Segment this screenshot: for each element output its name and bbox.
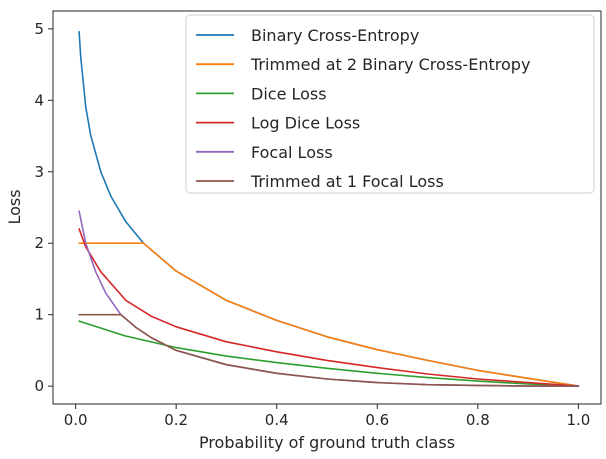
- series-line: [78, 313, 580, 387]
- legend-entry-label: Trimmed at 2 Binary Cross-Entropy: [250, 55, 530, 74]
- x-tick-label: 0.4: [265, 411, 289, 429]
- y-tick-label: 5: [34, 20, 44, 38]
- x-tick-label: 0.0: [64, 411, 88, 429]
- legend-frame: [185, 14, 595, 194]
- x-tick-label: 1.0: [566, 411, 590, 429]
- y-axis-ticks: 0 1 2 3 4 5: [34, 20, 53, 395]
- x-tick-label: 0.6: [365, 411, 389, 429]
- y-tick-label: 3: [34, 163, 44, 181]
- x-axis-label: Probability of ground truth class: [199, 433, 455, 452]
- series-line: [78, 228, 580, 387]
- y-tick-label: 0: [34, 377, 44, 395]
- y-tick-label: 2: [34, 234, 44, 252]
- legend-entry-label: Binary Cross-Entropy: [251, 26, 419, 45]
- legend-entry-label: Focal Loss: [251, 143, 333, 162]
- series-line: [78, 242, 580, 387]
- y-tick-label: 1: [34, 306, 44, 324]
- series-line: [78, 320, 580, 387]
- legend-entry-label: Trimmed at 1 Focal Loss: [250, 172, 444, 191]
- y-tick-label: 4: [34, 91, 44, 109]
- x-tick-label: 0.8: [466, 411, 490, 429]
- legend-entry-label: Log Dice Loss: [251, 114, 360, 133]
- x-tick-label: 0.2: [164, 411, 188, 429]
- y-axis-label: Loss: [5, 189, 24, 224]
- legend: Binary Cross-Entropy Trimmed at 2 Binary …: [185, 14, 595, 194]
- x-axis-ticks: 0.0 0.2 0.4 0.6 0.8 1.0: [64, 404, 590, 429]
- legend-entry-label: Dice Loss: [251, 84, 327, 103]
- series-layer: [78, 30, 580, 387]
